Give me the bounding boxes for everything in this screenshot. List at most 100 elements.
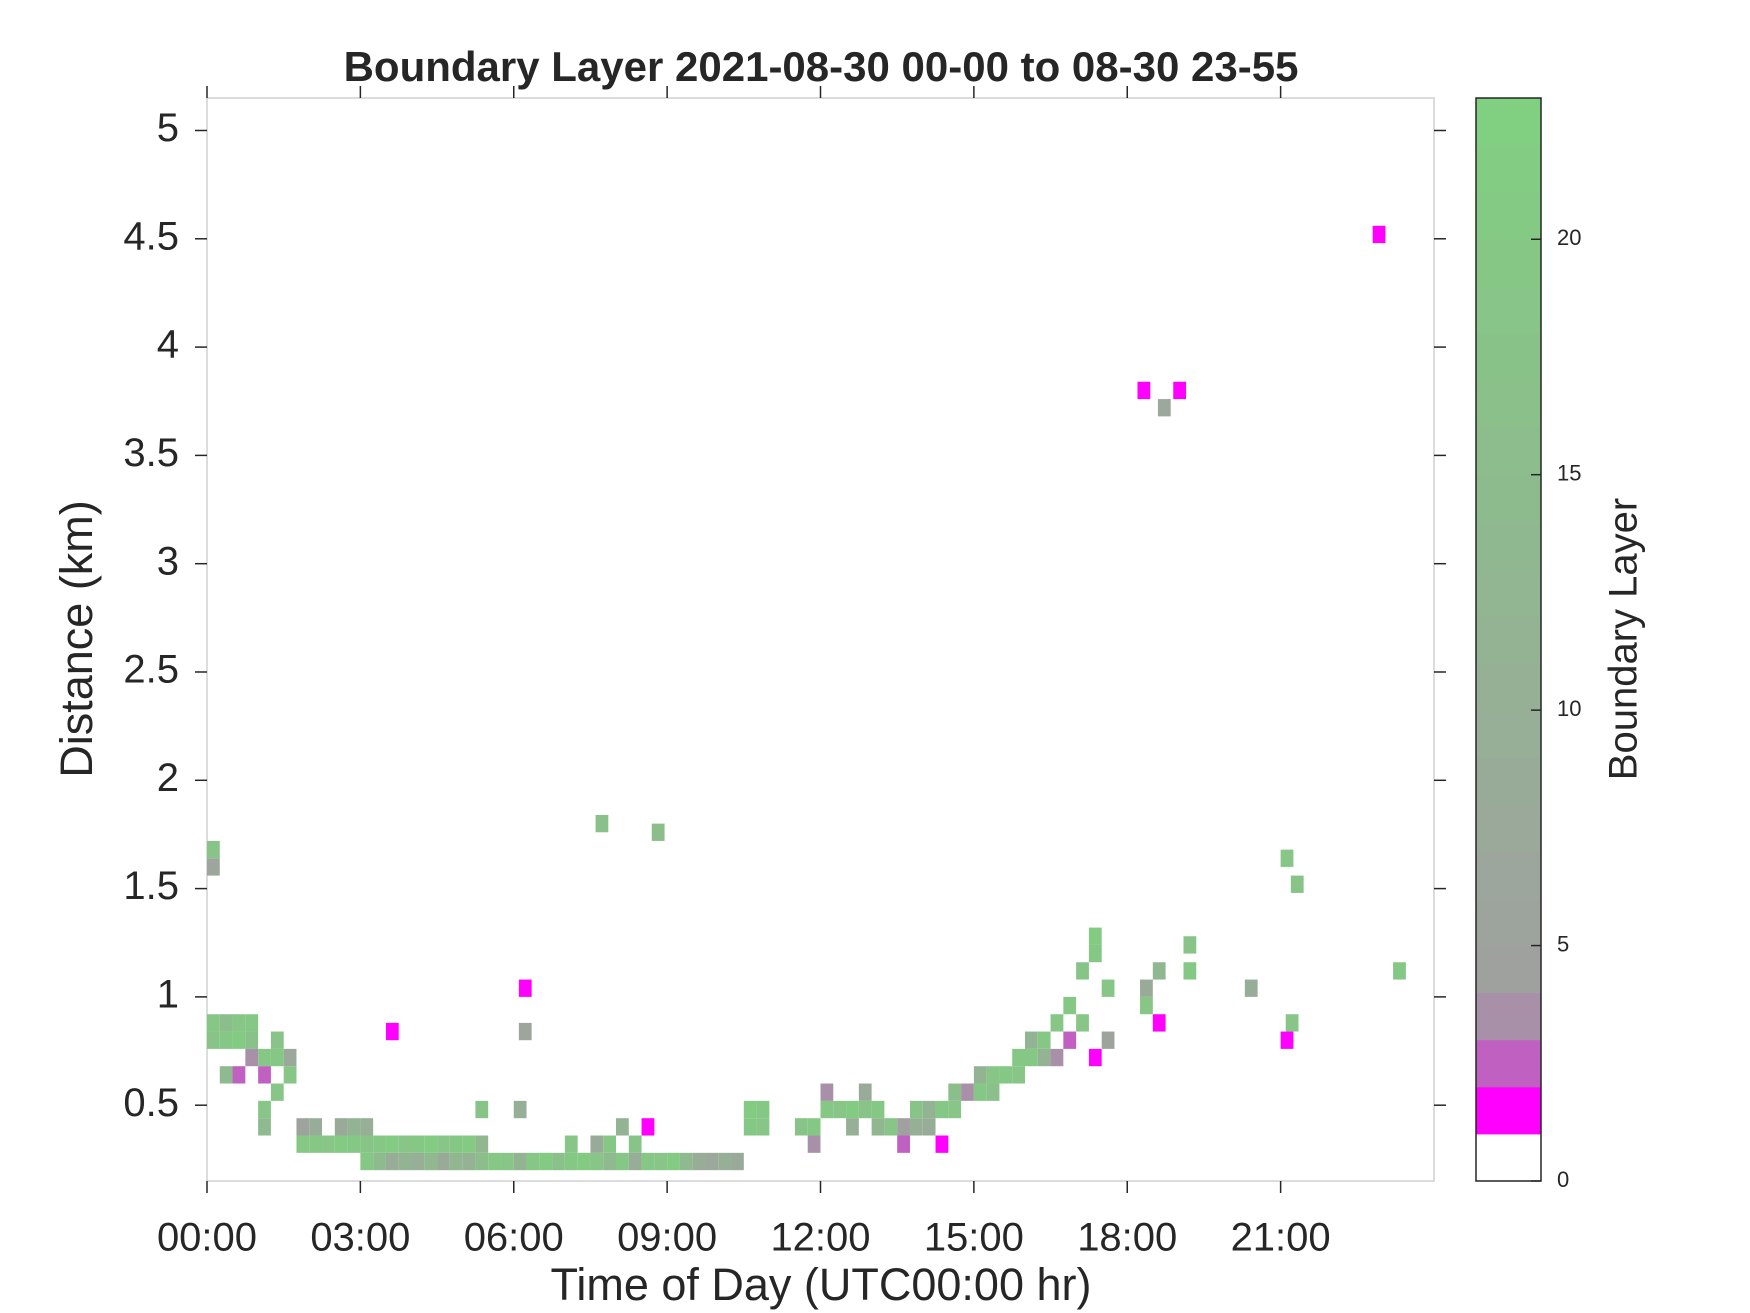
heatmap-cell bbox=[347, 1135, 361, 1153]
heatmap-cell bbox=[628, 1152, 642, 1171]
heatmap-cell bbox=[424, 1135, 438, 1153]
heatmap-cell bbox=[1280, 849, 1294, 867]
heatmap-cell bbox=[309, 1135, 323, 1153]
heatmap-cell bbox=[1140, 979, 1153, 997]
x-tick-label: 15:00 bbox=[924, 1216, 1024, 1260]
heatmap-cell bbox=[564, 1152, 578, 1171]
heatmap-cell bbox=[628, 1135, 642, 1153]
heatmap-cell bbox=[871, 1118, 885, 1136]
heatmap-cell bbox=[207, 858, 220, 876]
colorbar-swatch bbox=[1476, 474, 1541, 523]
heatmap-cell bbox=[1088, 1048, 1102, 1067]
heatmap-cell bbox=[731, 1152, 744, 1171]
y-tick-label: 2.5 bbox=[123, 648, 179, 692]
heatmap-cell bbox=[846, 1100, 859, 1119]
heatmap-cell bbox=[500, 1152, 514, 1171]
colorbar-tick-label: 0 bbox=[1557, 1167, 1569, 1192]
heatmap-cell bbox=[1152, 1014, 1166, 1032]
heatmap-cell bbox=[385, 1152, 399, 1171]
heatmap-cell bbox=[373, 1135, 386, 1153]
heatmap-cell bbox=[973, 1066, 987, 1084]
heatmap-cell bbox=[518, 979, 532, 997]
heatmap-cell bbox=[654, 1152, 668, 1171]
heatmap-cell bbox=[807, 1118, 821, 1136]
heatmap-cell bbox=[437, 1152, 450, 1171]
heatmap-cell bbox=[948, 1100, 962, 1119]
heatmap-cell bbox=[1012, 1048, 1025, 1067]
heatmap-cell bbox=[334, 1135, 348, 1153]
heatmap-cell bbox=[820, 1083, 834, 1101]
heatmap-cell bbox=[1025, 1048, 1038, 1067]
heatmap-cell bbox=[334, 1118, 348, 1136]
heatmap-cell bbox=[207, 840, 220, 859]
heatmap-cell bbox=[526, 1152, 540, 1171]
heatmap-cell bbox=[756, 1100, 770, 1119]
heatmap-cell bbox=[833, 1100, 847, 1119]
heatmap-cell bbox=[858, 1100, 872, 1119]
heatmap-cell bbox=[270, 1083, 284, 1101]
heatmap-cell bbox=[1050, 1014, 1064, 1032]
x-tick-label: 12:00 bbox=[770, 1216, 870, 1260]
heatmap-cell bbox=[552, 1152, 565, 1171]
colorbar-swatch bbox=[1476, 898, 1541, 947]
heatmap-cell bbox=[616, 1152, 629, 1171]
y-axis-label: Distance (km) bbox=[51, 500, 102, 778]
colorbar-swatch bbox=[1476, 804, 1541, 852]
heatmap-cell bbox=[360, 1135, 374, 1153]
heatmap-cell bbox=[641, 1152, 655, 1171]
heatmap-cell bbox=[360, 1152, 374, 1171]
heatmap-cell bbox=[603, 1152, 616, 1171]
heatmap-cell bbox=[296, 1135, 310, 1153]
x-tick-label: 21:00 bbox=[1231, 1216, 1331, 1260]
heatmap-cell bbox=[283, 1066, 297, 1084]
heatmap-cell bbox=[258, 1118, 271, 1136]
heatmap-cell bbox=[475, 1100, 489, 1119]
heatmap-cell bbox=[475, 1135, 489, 1153]
heatmap-cell bbox=[360, 1118, 374, 1136]
heatmap-cell bbox=[692, 1152, 706, 1171]
heatmap-cell bbox=[449, 1152, 463, 1171]
y-tick-label: 5 bbox=[157, 106, 179, 150]
heatmap-cell bbox=[1393, 962, 1406, 980]
colorbar-swatch bbox=[1476, 851, 1541, 899]
heatmap-cell bbox=[743, 1118, 757, 1136]
heatmap-cell bbox=[603, 1135, 616, 1153]
heatmap-cell bbox=[347, 1118, 361, 1136]
heatmap-cell bbox=[564, 1135, 578, 1153]
heatmap-cell bbox=[1063, 996, 1077, 1015]
heatmap-cell bbox=[296, 1118, 310, 1136]
heatmap-cell bbox=[922, 1118, 936, 1136]
colorbar-swatch bbox=[1476, 286, 1541, 334]
y-tick-label: 1.5 bbox=[123, 864, 179, 908]
heatmap-cell bbox=[846, 1118, 859, 1136]
heatmap-cell bbox=[245, 1031, 259, 1049]
heatmap-cell bbox=[590, 1135, 604, 1153]
x-tick-label: 18:00 bbox=[1077, 1216, 1177, 1260]
colorbar-swatch bbox=[1476, 1133, 1541, 1182]
y-tick-label: 0.5 bbox=[123, 1081, 179, 1125]
heatmap-cell bbox=[651, 823, 665, 841]
heatmap-cell bbox=[961, 1083, 974, 1101]
heatmap-cell bbox=[858, 1083, 872, 1101]
heatmap-cell bbox=[756, 1118, 770, 1136]
heatmap-cell bbox=[1285, 1014, 1299, 1032]
colorbar-tick-label: 15 bbox=[1557, 461, 1581, 486]
heatmap-cell bbox=[270, 1048, 284, 1067]
heatmap-cell bbox=[1140, 996, 1153, 1015]
heatmap-cell bbox=[590, 1152, 604, 1171]
y-tick-label: 3.5 bbox=[123, 431, 179, 475]
colorbar-swatch bbox=[1476, 757, 1541, 805]
y-tick-label: 4.5 bbox=[123, 214, 179, 258]
heatmap-cell bbox=[973, 1083, 987, 1101]
colorbar-swatch bbox=[1476, 98, 1541, 146]
colorbar-swatch bbox=[1476, 333, 1541, 382]
heatmap-cell bbox=[1157, 399, 1171, 417]
heatmap-cell bbox=[424, 1152, 438, 1171]
heatmap-cell bbox=[667, 1152, 680, 1171]
colorbar-swatch bbox=[1476, 945, 1541, 994]
heatmap-cell bbox=[232, 1066, 246, 1084]
heatmap-cell bbox=[245, 1014, 259, 1032]
colorbar-tick-label: 10 bbox=[1557, 696, 1581, 721]
heatmap-cell bbox=[871, 1100, 885, 1119]
heatmap-cell bbox=[718, 1152, 732, 1171]
